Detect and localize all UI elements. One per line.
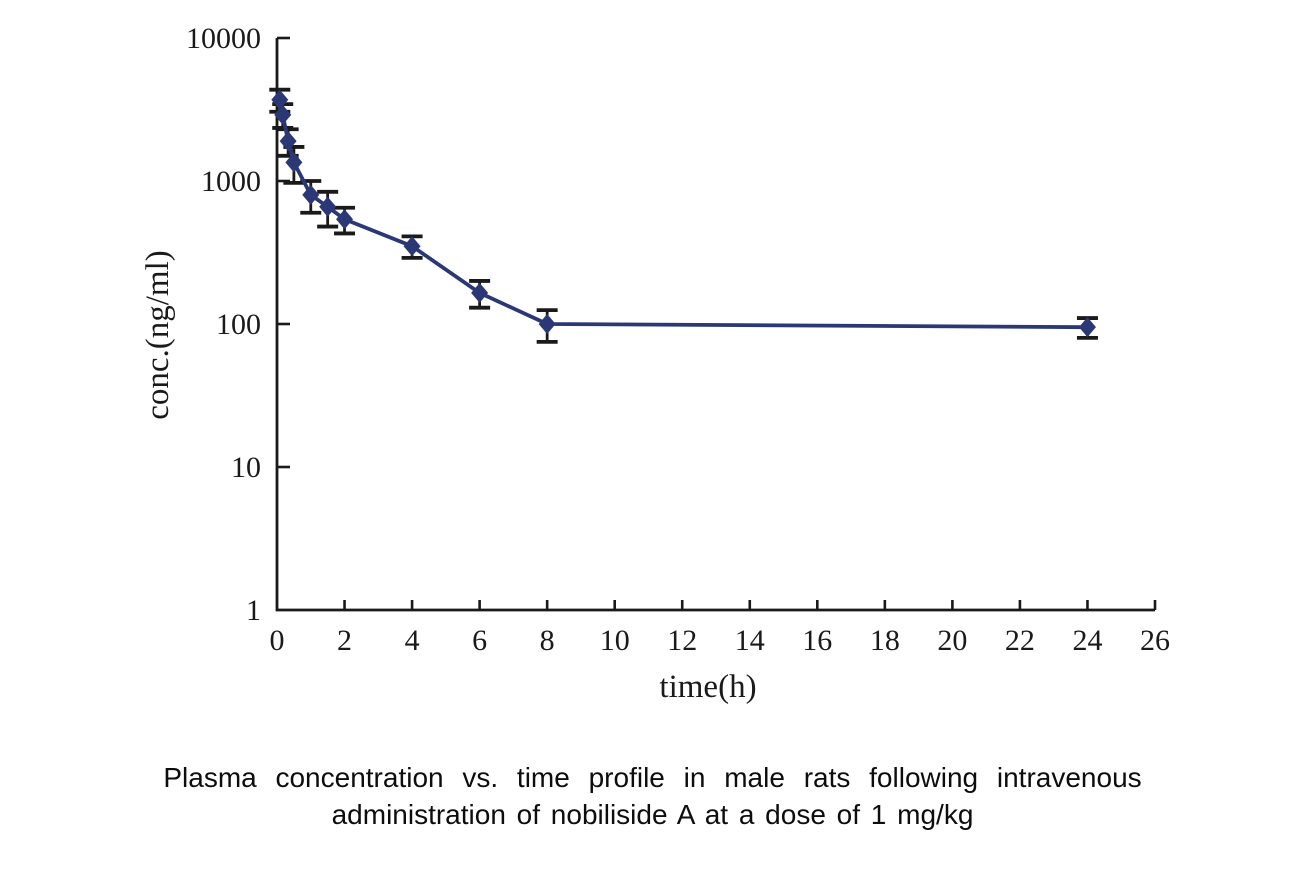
x-tick-label: 22 bbox=[1005, 624, 1035, 657]
x-tick-label: 14 bbox=[735, 624, 765, 657]
x-tick-label: 6 bbox=[472, 624, 487, 657]
y-tick-label: 1 bbox=[246, 594, 261, 627]
x-axis-title: time(h) bbox=[659, 669, 756, 705]
axis-lines bbox=[275, 38, 1155, 612]
data-point-marker bbox=[271, 89, 289, 110]
data-point-marker bbox=[285, 152, 303, 173]
caption-line-1: Plasma concentration vs. time profile in… bbox=[163, 762, 1142, 793]
data-point-marker bbox=[319, 196, 337, 217]
data-point-marker bbox=[274, 104, 292, 125]
data-point-marker bbox=[336, 209, 354, 230]
figure-caption: Plasma concentration vs. time profile in… bbox=[0, 759, 1305, 833]
data-point-marker bbox=[471, 282, 489, 303]
y-tick-label: 10000 bbox=[186, 22, 261, 55]
y-tick-label: 100 bbox=[216, 308, 261, 341]
x-tick-label: 20 bbox=[937, 624, 967, 657]
series-line bbox=[277, 99, 1088, 330]
x-tick-label: 0 bbox=[270, 624, 285, 657]
y-tick-label: 10 bbox=[231, 451, 261, 484]
caption-line-2: administration of nobiliside A at a dose… bbox=[331, 799, 974, 830]
data-point-marker bbox=[279, 131, 297, 152]
data-point-marker bbox=[1078, 317, 1096, 338]
x-tick-label: 18 bbox=[870, 624, 900, 657]
y-tick-label: 1000 bbox=[201, 165, 261, 198]
y-axis-title: conc.(ng/ml) bbox=[140, 250, 176, 420]
x-tick-label: 8 bbox=[540, 624, 555, 657]
data-point-marker bbox=[302, 184, 320, 205]
x-tick-label: 26 bbox=[1140, 624, 1170, 657]
x-tick-label: 16 bbox=[802, 624, 832, 657]
x-tick-label: 24 bbox=[1072, 624, 1102, 657]
x-tick-label: 10 bbox=[600, 624, 630, 657]
x-tick-label: 4 bbox=[405, 624, 420, 657]
data-point-marker bbox=[403, 236, 421, 257]
x-tick-label: 12 bbox=[667, 624, 697, 657]
data-point-marker bbox=[538, 314, 556, 334]
x-tick-label: 2 bbox=[337, 624, 352, 657]
